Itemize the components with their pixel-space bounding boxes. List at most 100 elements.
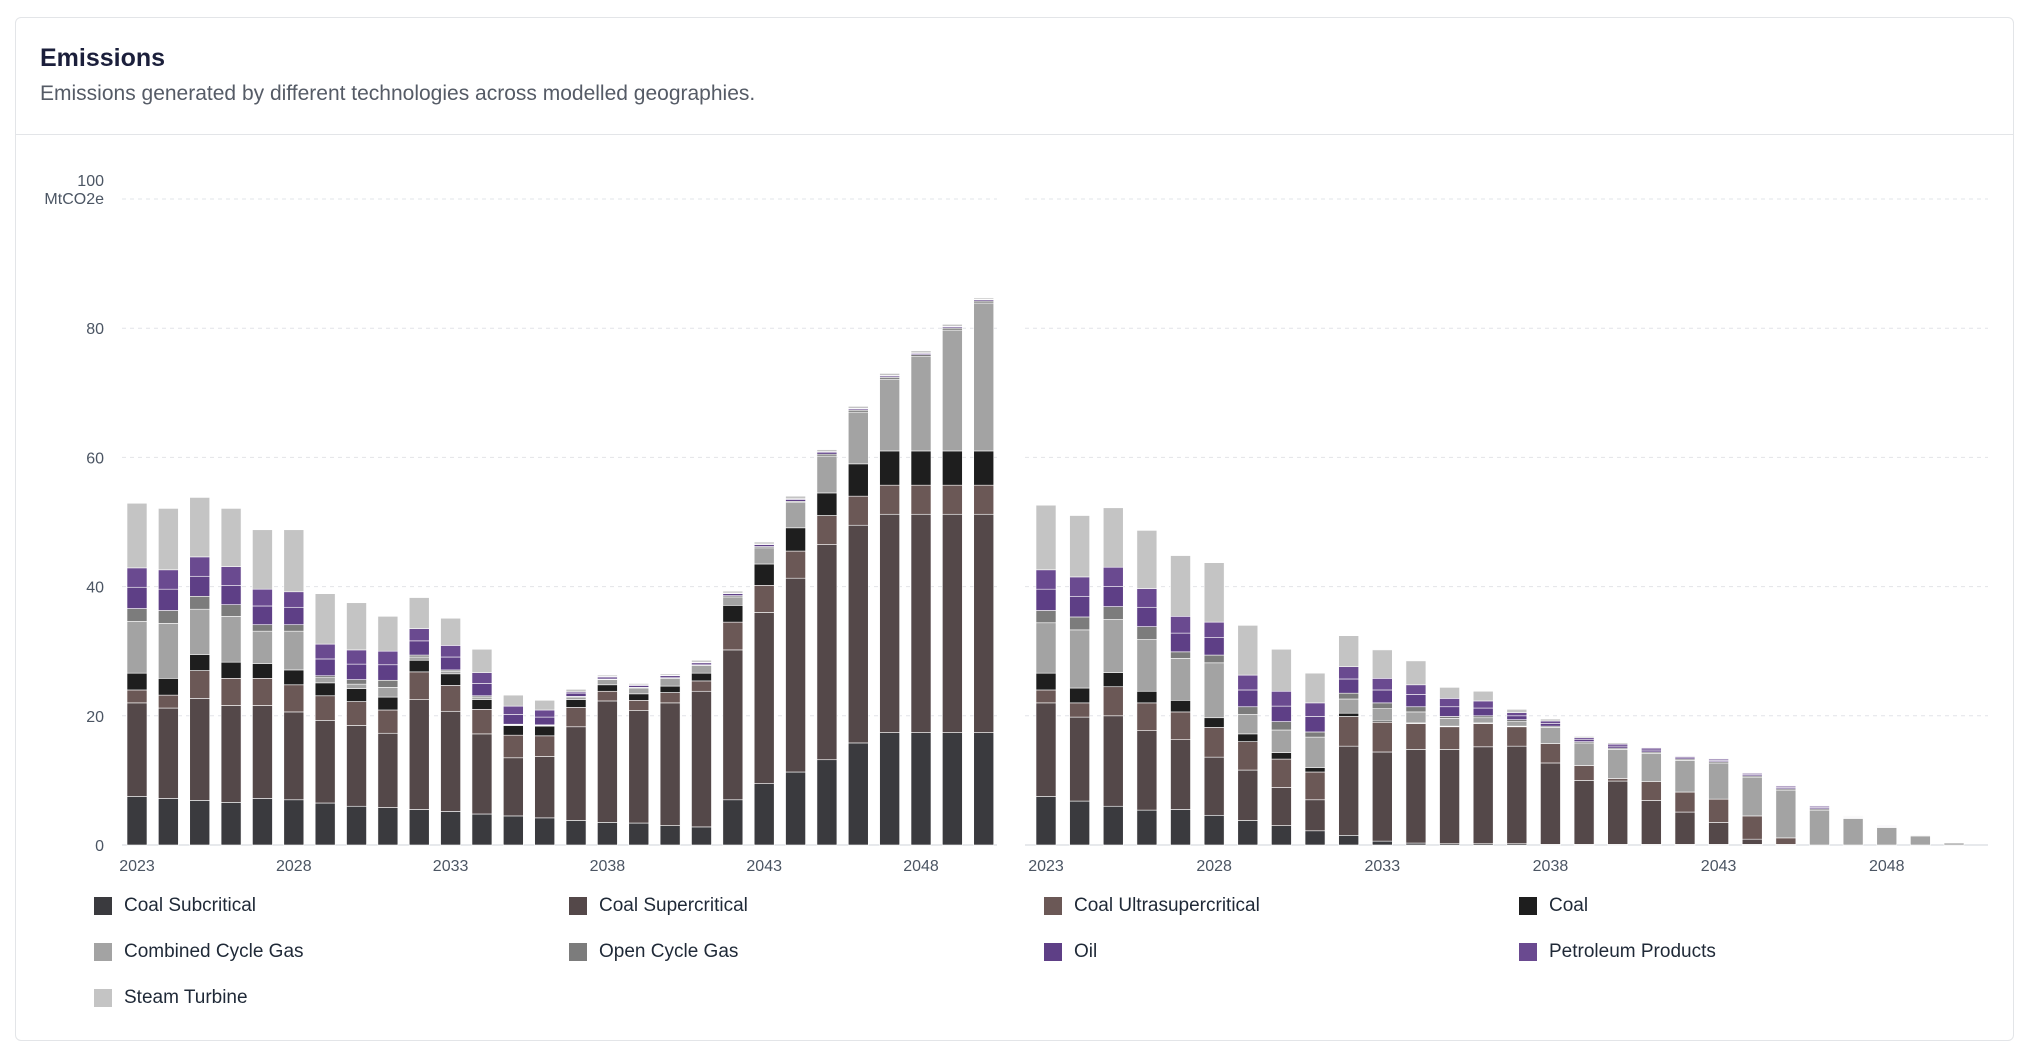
bar-segment[interactable] — [1069, 595, 1090, 618]
bar-segment[interactable] — [283, 630, 305, 671]
bar-segment[interactable] — [1439, 718, 1460, 727]
bar-segment[interactable] — [346, 649, 367, 665]
bar-segment[interactable] — [1170, 616, 1191, 634]
bar-segment[interactable] — [628, 710, 650, 824]
bar-segment[interactable] — [1540, 718, 1561, 722]
bar-segment[interactable] — [942, 513, 963, 733]
bar-segment[interactable] — [1573, 765, 1595, 781]
bar-segment[interactable] — [1741, 772, 1763, 774]
bar-segment[interactable] — [1641, 752, 1662, 782]
bar-segment[interactable] — [973, 484, 995, 515]
bar-segment[interactable] — [1372, 751, 1393, 842]
bar-segment[interactable] — [314, 643, 336, 660]
bar-segment[interactable] — [1237, 769, 1259, 821]
bar-segment[interactable] — [471, 709, 493, 735]
bar-segment[interactable] — [126, 502, 148, 569]
bar-segment[interactable] — [503, 734, 524, 759]
bar-segment[interactable] — [189, 595, 211, 610]
bar-segment[interactable] — [220, 705, 242, 803]
bar-segment[interactable] — [314, 593, 336, 645]
bar-segment[interactable] — [1842, 815, 1864, 817]
bar-segment[interactable] — [1304, 830, 1326, 846]
bar-segment[interactable] — [910, 450, 932, 486]
bar-segment[interactable] — [1809, 805, 1830, 807]
bar-segment[interactable] — [1708, 758, 1729, 760]
bar-segment[interactable] — [691, 665, 712, 674]
bar-segment[interactable] — [408, 640, 430, 656]
bar-segment[interactable] — [189, 698, 211, 801]
bar-segment[interactable] — [1170, 809, 1191, 846]
bar-segment[interactable] — [346, 701, 367, 726]
bar-segment[interactable] — [1170, 658, 1191, 701]
bar-segment[interactable] — [503, 757, 524, 817]
bar-segment[interactable] — [252, 630, 273, 664]
bar-segment[interactable] — [1203, 662, 1225, 719]
bar-segment[interactable] — [1035, 672, 1057, 691]
bar-segment[interactable] — [220, 566, 242, 586]
bar-segment[interactable] — [1035, 569, 1057, 590]
bar-segment[interactable] — [252, 529, 273, 590]
bar-segment[interactable] — [1136, 626, 1158, 640]
bar-segment[interactable] — [471, 699, 493, 710]
bar-segment[interactable] — [503, 705, 524, 715]
bar-segment[interactable] — [1641, 747, 1662, 749]
bar-segment[interactable] — [377, 679, 399, 688]
bar-segment[interactable] — [408, 809, 430, 846]
bar-segment[interactable] — [1372, 840, 1393, 846]
bar-segment[interactable] — [1338, 678, 1359, 694]
bar-segment[interactable] — [189, 575, 211, 597]
bar-segment[interactable] — [377, 616, 399, 652]
bar-segment[interactable] — [314, 677, 336, 684]
bar-segment[interactable] — [1338, 745, 1359, 836]
bar-segment[interactable] — [252, 798, 273, 846]
bar-segment[interactable] — [910, 732, 932, 846]
bar-segment[interactable] — [252, 624, 273, 632]
bar-segment[interactable] — [314, 720, 336, 804]
bar-segment[interactable] — [659, 692, 681, 704]
bar-segment[interactable] — [1506, 726, 1528, 747]
bar-segment[interactable] — [1102, 566, 1124, 587]
bar-segment[interactable] — [440, 710, 461, 812]
bar-segment[interactable] — [408, 699, 430, 810]
bar-segment[interactable] — [659, 678, 681, 687]
bar-segment[interactable] — [408, 656, 430, 661]
bar-segment[interactable] — [471, 696, 493, 700]
bar-segment[interactable] — [942, 329, 963, 452]
bar-segment[interactable] — [252, 588, 273, 607]
bar-segment[interactable] — [440, 617, 461, 646]
bar-segment[interactable] — [847, 411, 869, 465]
bar-segment[interactable] — [628, 683, 650, 686]
bar-segment[interactable] — [503, 725, 524, 736]
bar-segment[interactable] — [440, 670, 461, 675]
bar-segment[interactable] — [597, 690, 618, 702]
bar-segment[interactable] — [753, 612, 775, 784]
bar-segment[interactable] — [1910, 835, 1931, 846]
bar-segment[interactable] — [1136, 530, 1158, 589]
bar-segment[interactable] — [408, 597, 430, 629]
bar-segment[interactable] — [189, 497, 211, 558]
bar-segment[interactable] — [471, 813, 493, 846]
bar-segment[interactable] — [158, 588, 179, 611]
bar-segment[interactable] — [565, 726, 587, 821]
bar-segment[interactable] — [1439, 706, 1460, 717]
bar-segment[interactable] — [1069, 576, 1090, 597]
bar-segment[interactable] — [158, 569, 179, 590]
bar-segment[interactable] — [440, 811, 461, 846]
bar-segment[interactable] — [942, 732, 963, 846]
bar-segment[interactable] — [1674, 811, 1696, 845]
bar-segment[interactable] — [1170, 699, 1191, 713]
bar-segment[interactable] — [1203, 562, 1225, 623]
bar-segment[interactable] — [1170, 632, 1191, 653]
bar-segment[interactable] — [1304, 702, 1326, 717]
bar-segment[interactable] — [1439, 687, 1460, 699]
bar-segment[interactable] — [1540, 720, 1561, 724]
bar-segment[interactable] — [691, 690, 712, 828]
bar-segment[interactable] — [1338, 692, 1359, 700]
bar-segment[interactable] — [1472, 690, 1494, 702]
bar-segment[interactable] — [722, 621, 744, 651]
bar-segment[interactable] — [346, 688, 367, 702]
bar-segment[interactable] — [189, 800, 211, 846]
bar-segment[interactable] — [346, 663, 367, 680]
bar-segment[interactable] — [1136, 690, 1158, 704]
bar-segment[interactable] — [471, 683, 493, 697]
